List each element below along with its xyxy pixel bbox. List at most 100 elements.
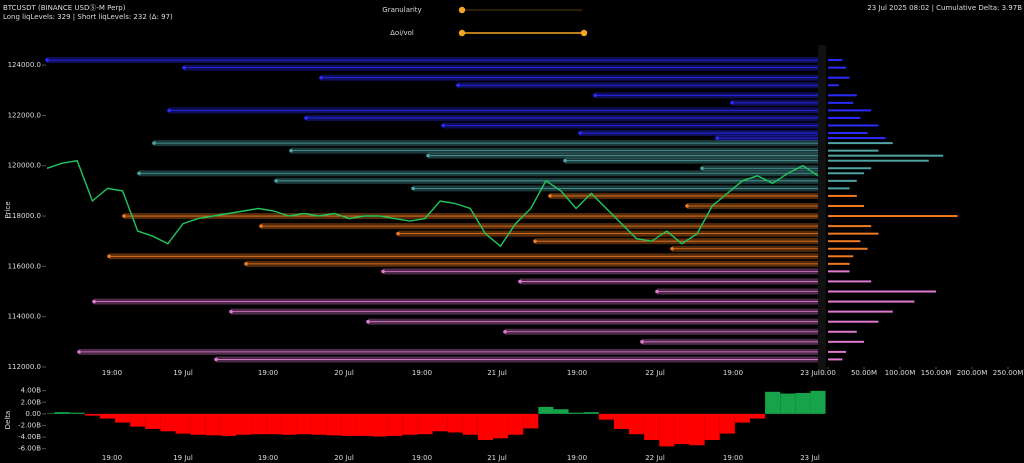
liq-bar — [828, 179, 857, 182]
liq-bar — [828, 194, 857, 197]
y-tick-label: 0.00 — [25, 410, 41, 418]
liq-bar — [828, 142, 893, 145]
delta-bar — [659, 413, 675, 447]
delta-bar — [402, 413, 418, 435]
delta-bar — [432, 413, 448, 432]
level-dot — [366, 319, 370, 324]
delta-bar — [115, 413, 131, 423]
liq-bar — [828, 137, 886, 140]
x-tick-label: 19:00 — [102, 454, 122, 462]
delta-bar — [462, 413, 478, 435]
x-tick-label: 20 Jul — [334, 454, 354, 462]
slider-handle[interactable] — [458, 29, 466, 37]
delta-bar — [235, 413, 252, 435]
delta-bar — [356, 413, 373, 436]
y-tick-label: -6.00B — [18, 445, 41, 453]
liq-bar — [828, 215, 958, 218]
y-tick-label: -4.00B — [18, 433, 41, 441]
liq-bar — [828, 320, 879, 323]
delta-bar — [704, 413, 720, 440]
liq-bar — [828, 172, 864, 175]
level-dot — [533, 239, 537, 243]
y-tick-label: 120000.0 — [8, 162, 41, 170]
x-tick-label: 19:00 — [723, 369, 743, 377]
liq-bar — [828, 124, 879, 127]
liq-bar — [828, 330, 857, 333]
delta-bar — [145, 413, 161, 429]
level-dot — [670, 246, 674, 251]
level-dot — [593, 93, 597, 98]
x-tick-label: 19:00 — [723, 454, 743, 462]
liq-bar — [828, 310, 893, 313]
x-tick-label: 20 Jul — [334, 369, 354, 377]
slider-label: Δoi/vol — [390, 29, 414, 37]
level-dot — [411, 186, 415, 191]
delta-bar — [765, 391, 781, 414]
delta-bar — [205, 413, 221, 436]
level-dot — [578, 131, 582, 135]
level-dot — [441, 123, 445, 128]
level-dot — [137, 171, 141, 176]
slider-handle[interactable] — [580, 29, 588, 37]
x-tick-label: 200.00M — [957, 369, 988, 377]
slider-handle[interactable] — [458, 6, 466, 14]
delta-bar — [553, 409, 569, 414]
liq-bar — [828, 225, 872, 228]
liq-bar — [828, 358, 843, 361]
level-dot — [259, 224, 263, 228]
delta-bar — [296, 413, 312, 435]
level-dot — [289, 148, 293, 153]
liq-bar — [828, 101, 854, 104]
liq-bar — [828, 232, 879, 235]
level-dot — [700, 166, 704, 171]
delta-bar — [492, 413, 509, 439]
x-tick-label: 19:00 — [567, 454, 587, 462]
y-tick-label: 4.00B — [21, 387, 42, 395]
level-dot — [381, 269, 385, 274]
level-dot — [640, 340, 644, 344]
liq-bar — [828, 340, 864, 343]
level-dot — [730, 101, 734, 105]
x-tick-label: 19:00 — [412, 369, 432, 377]
x-tick-label: 0.00 — [820, 369, 836, 377]
delta-bar — [795, 392, 811, 414]
x-tick-label: 19:00 — [258, 369, 278, 377]
y-tick-label: 112000.0 — [8, 363, 41, 371]
x-tick-label: 21 Jul — [487, 454, 507, 462]
liq-bar — [828, 187, 850, 190]
level-dot — [715, 136, 719, 140]
delta-bar — [598, 413, 614, 420]
level-dot — [685, 204, 689, 208]
delta-bar — [341, 413, 357, 436]
delta-bar — [719, 413, 735, 434]
x-tick-label: 19:00 — [412, 454, 432, 462]
level-dot — [152, 141, 156, 145]
y-axis-label: Price — [4, 201, 12, 218]
x-tick-label: 19 Jul — [173, 454, 193, 462]
level-dot — [92, 299, 96, 304]
x-tick-label: 23 Jul — [800, 454, 820, 462]
level-dot — [503, 329, 507, 334]
delta-bar — [447, 413, 463, 433]
level-dot — [229, 309, 233, 314]
liq-bar — [828, 84, 839, 87]
delta-bar — [810, 390, 826, 414]
liq-bar — [828, 255, 854, 258]
delta-bar — [99, 413, 116, 419]
delta-bar — [644, 413, 660, 440]
liq-bar — [828, 240, 861, 243]
x-tick-label: 19:00 — [567, 369, 587, 377]
delta-bar — [130, 413, 146, 427]
level-dot — [244, 262, 248, 266]
delta-bar — [220, 413, 236, 436]
delta-bar — [568, 412, 584, 414]
level-dot — [122, 214, 126, 218]
delta-bar — [326, 413, 342, 436]
y-tick-label: 118000.0 — [8, 212, 41, 220]
delta-bar — [190, 413, 206, 435]
liq-bar — [828, 167, 872, 170]
delta-bar — [54, 412, 70, 414]
x-tick-label: 21 Jul — [487, 369, 507, 377]
price-line — [46, 159, 819, 248]
